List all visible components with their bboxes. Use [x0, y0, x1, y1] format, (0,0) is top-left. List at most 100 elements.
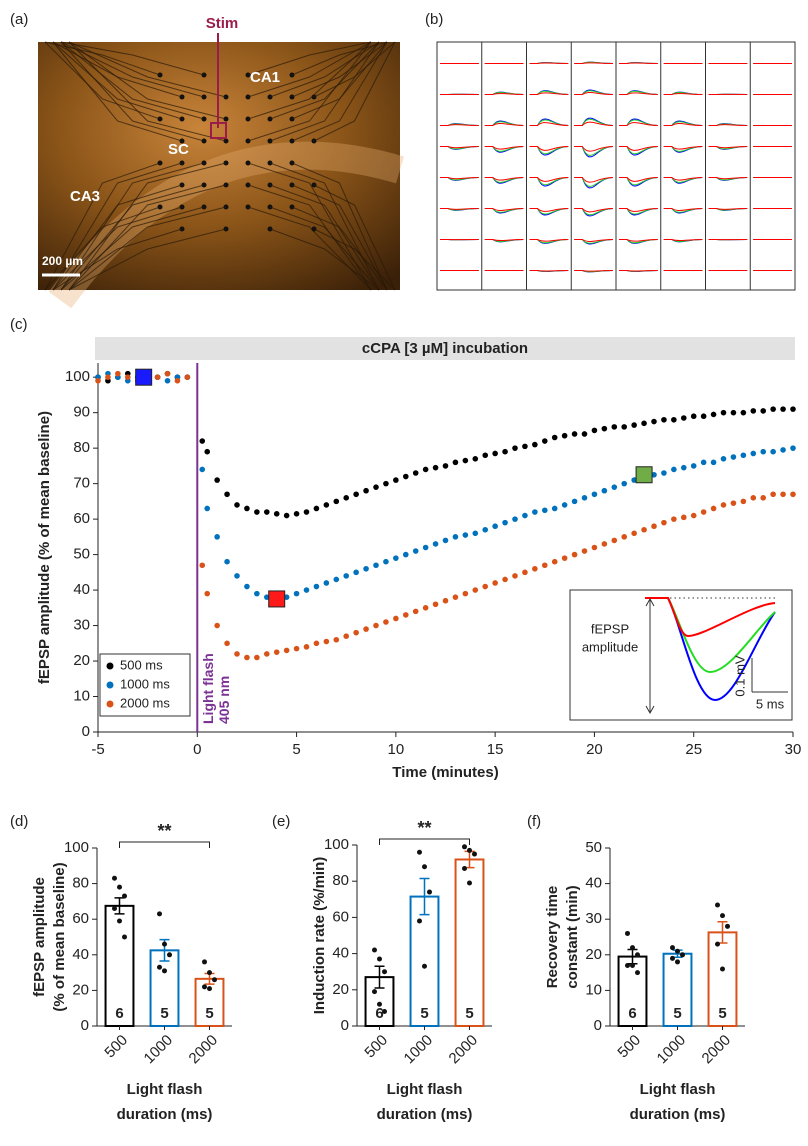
x-tick-label: 2000 — [699, 1032, 735, 1068]
data-point — [417, 849, 422, 855]
trace — [484, 122, 524, 126]
data-point — [760, 408, 767, 414]
trace — [529, 122, 569, 126]
data-point — [442, 597, 449, 604]
trace — [663, 208, 703, 212]
n-label: 5 — [718, 1005, 726, 1022]
x-axis-title: duration (ms) — [377, 1106, 473, 1123]
data-point — [611, 424, 618, 430]
data-point — [675, 959, 680, 965]
error-bar — [374, 965, 385, 989]
bar — [409, 895, 440, 1028]
trace — [663, 146, 703, 150]
data-point — [561, 432, 568, 439]
electrode-lead — [269, 206, 380, 291]
legend-marker — [106, 681, 114, 689]
data-point — [492, 580, 498, 586]
data-point — [199, 466, 206, 473]
data-point — [373, 562, 379, 569]
electrode-lead — [44, 41, 161, 120]
data-point — [353, 491, 359, 498]
y-tick-label: 10 — [73, 687, 90, 704]
data-point — [522, 569, 528, 576]
trace-marker — [635, 466, 653, 484]
y-tick-label: 60 — [73, 510, 90, 527]
trace — [574, 146, 614, 158]
data-point — [254, 509, 260, 515]
y-tick-label: 100 — [65, 368, 90, 385]
data-point — [790, 445, 796, 451]
data-point — [551, 505, 558, 512]
data-point — [750, 450, 757, 457]
data-point — [661, 519, 667, 526]
electrode-lead — [52, 162, 183, 291]
data-point — [202, 984, 207, 990]
data-point — [740, 452, 747, 459]
data-point — [482, 452, 489, 459]
data-point — [452, 459, 459, 466]
x-tick-label: 15 — [487, 741, 504, 758]
data-point — [157, 964, 162, 970]
y-tick-label: 40 — [585, 875, 602, 892]
trace — [484, 239, 524, 242]
x-tick-label: 2000 — [446, 1032, 482, 1068]
trace — [708, 124, 748, 126]
data-point — [263, 509, 270, 515]
stim-site — [210, 122, 227, 139]
data-point — [452, 534, 459, 540]
trace — [574, 177, 614, 189]
data-point — [462, 532, 469, 538]
electrode-lead — [68, 162, 227, 291]
electrode-lead — [52, 206, 183, 291]
electrode-lead — [68, 206, 227, 291]
data-point — [750, 408, 757, 414]
electrode-lead — [247, 41, 372, 120]
data-point — [105, 374, 111, 380]
data-point — [671, 416, 677, 423]
trace — [619, 146, 658, 156]
y-tick-label: 90 — [73, 404, 90, 421]
data-point — [204, 590, 211, 597]
legend-label: 500 ms — [120, 657, 163, 672]
trace — [484, 92, 524, 95]
electrode-lead — [68, 41, 227, 120]
data-point — [621, 534, 628, 540]
data-point — [313, 505, 320, 512]
data-point — [207, 970, 212, 976]
electrode-lead — [44, 206, 161, 291]
data-point — [730, 409, 737, 416]
data-point — [715, 941, 720, 947]
data-point — [422, 963, 427, 969]
data-point — [571, 431, 578, 437]
data-point — [333, 576, 340, 583]
data-point — [283, 647, 290, 654]
y-tick-label: 0 — [341, 1017, 349, 1034]
stim-label: Stim — [206, 15, 239, 32]
electrode-lead — [52, 41, 183, 120]
data-point — [383, 480, 389, 487]
data-point — [402, 551, 409, 558]
data-point — [760, 495, 767, 501]
y-axis-title: (% of mean baseline) — [51, 862, 68, 1011]
y-tick-label: 20 — [72, 981, 89, 998]
x-tick-label: 25 — [685, 741, 702, 758]
data-point — [363, 487, 369, 494]
data-point — [323, 580, 330, 586]
electrode-lead — [68, 41, 227, 142]
n-label: 5 — [205, 1005, 213, 1022]
electrode-lead — [247, 41, 372, 76]
trace — [663, 92, 703, 95]
data-point — [512, 573, 518, 579]
data-point — [710, 411, 717, 418]
data-point — [710, 505, 717, 512]
data-point — [273, 649, 280, 655]
data-point — [670, 945, 675, 951]
trace — [663, 122, 703, 126]
y-tick-label: 0 — [81, 1017, 89, 1034]
data-point — [690, 413, 697, 420]
data-point — [202, 959, 207, 965]
y-tick-label: 40 — [332, 945, 349, 962]
trace — [574, 62, 614, 64]
data-point — [581, 431, 588, 437]
panel-label: (b) — [425, 11, 443, 28]
